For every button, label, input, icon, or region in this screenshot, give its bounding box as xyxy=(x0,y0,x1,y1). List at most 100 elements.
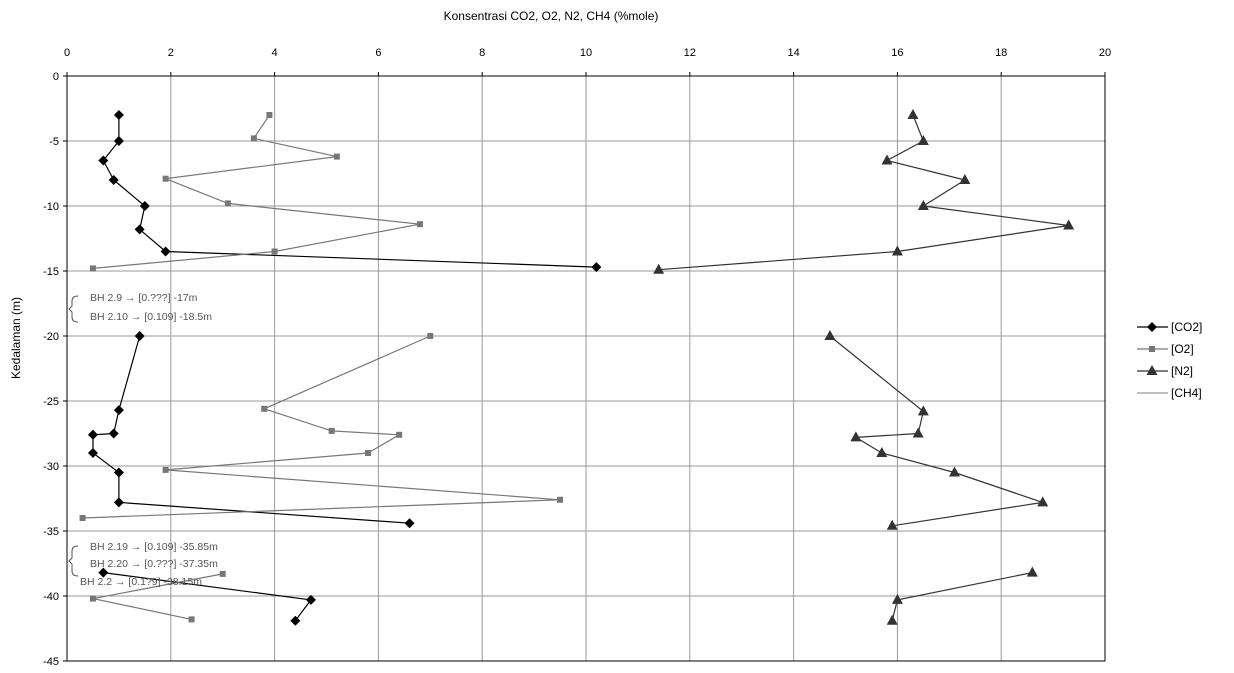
legend-swatch-marker xyxy=(1147,322,1157,332)
data-point xyxy=(224,200,231,207)
data-point xyxy=(959,174,971,184)
x-tick-label: 4 xyxy=(272,47,278,59)
x-tick-label: 10 xyxy=(580,47,592,59)
annotation-label: BH 2.19 → [0.109] -35.85m xyxy=(90,541,218,553)
data-point xyxy=(250,135,257,142)
annotation-label: BH 2.2 → [0.1?9] -38.15m xyxy=(80,576,202,588)
legend-item: [O2] xyxy=(1137,342,1194,356)
data-point xyxy=(912,427,924,438)
y-tick-label: -20 xyxy=(43,331,59,343)
data-point xyxy=(907,109,919,119)
legend-item: [N2] xyxy=(1137,364,1193,378)
legend-swatch-marker xyxy=(1149,346,1155,352)
data-point xyxy=(891,593,903,604)
y-tick-label: -30 xyxy=(43,461,59,473)
legend-swatch-marker xyxy=(1146,365,1158,375)
y-tick-label: -10 xyxy=(43,201,59,213)
data-point xyxy=(79,515,86,521)
data-point xyxy=(162,175,169,182)
data-point xyxy=(917,405,929,416)
data-point xyxy=(89,595,96,602)
data-point xyxy=(271,248,278,255)
series-o2 xyxy=(79,112,564,623)
x-axis-ticks: 0 2 4 6 8 10 12 14 16 18 20 xyxy=(64,47,1111,76)
y-tick-label: 0 xyxy=(53,71,59,83)
y-tick-label: -15 xyxy=(43,266,59,278)
x-tick-label: 2 xyxy=(168,47,174,59)
y-tick-label: -5 xyxy=(49,136,59,148)
y-tick-label: -45 xyxy=(43,656,59,668)
data-point xyxy=(1063,219,1075,230)
x-tick-label: 14 xyxy=(787,47,799,59)
data-point xyxy=(333,153,340,160)
series-line xyxy=(102,115,597,268)
data-point xyxy=(113,110,124,120)
data-point xyxy=(328,427,335,434)
data-point xyxy=(1037,496,1049,507)
data-point xyxy=(87,448,98,458)
legend: [CO2] [O2] [N2] [CH4] xyxy=(1137,320,1202,400)
data-point xyxy=(653,263,665,274)
y-tick-label: -40 xyxy=(43,591,59,603)
data-point xyxy=(886,519,898,530)
data-point xyxy=(591,262,602,273)
data-point xyxy=(948,466,960,477)
data-point xyxy=(162,466,169,473)
data-point xyxy=(261,405,268,412)
x-tick-label: 20 xyxy=(1099,47,1111,59)
chart-title: Konsentrasi CO2, O2, N2, CH4 (%mole) xyxy=(444,9,659,23)
data-point xyxy=(881,154,893,165)
legend-label: [N2] xyxy=(1171,364,1193,378)
series-line xyxy=(891,572,1033,621)
x-tick-label: 18 xyxy=(995,47,1007,59)
legend-item: [CO2] xyxy=(1137,320,1202,334)
series-line xyxy=(92,335,410,524)
annotation-label: BH 2.20 → [0.???] -37.35m xyxy=(90,558,218,570)
data-point xyxy=(108,175,119,185)
y-tick-label: -25 xyxy=(43,396,59,408)
legend-label: [O2] xyxy=(1171,342,1194,356)
data-point xyxy=(98,567,109,578)
data-point xyxy=(108,428,119,439)
data-point xyxy=(134,224,145,235)
data-point xyxy=(89,265,96,272)
legend-label: [CH4] xyxy=(1171,386,1202,400)
x-tick-label: 12 xyxy=(684,47,696,59)
annotation-bracket xyxy=(68,295,79,323)
data-point xyxy=(404,518,415,529)
annotation-bracket xyxy=(68,545,79,577)
data-point xyxy=(219,570,226,577)
series-group xyxy=(79,109,1075,626)
data-point xyxy=(416,221,423,228)
data-point xyxy=(396,431,403,438)
data-point xyxy=(427,333,434,339)
annotations-group: BH 2.9 → [0.???] -17m BH 2.10 → [0.109] -… xyxy=(68,292,218,588)
annotation-label: BH 2.10 → [0.109] -18.5m xyxy=(90,311,212,323)
data-point xyxy=(113,405,124,416)
data-point xyxy=(917,135,929,145)
series-co2 xyxy=(87,110,602,626)
data-point xyxy=(1026,566,1038,577)
annotation-label: BH 2.9 → [0.???] -17m xyxy=(90,292,198,304)
data-point xyxy=(891,245,903,256)
x-tick-label: 16 xyxy=(891,47,903,59)
y-axis-label: Kedalaman (m) xyxy=(9,297,23,379)
x-tick-label: 0 xyxy=(64,47,70,59)
data-point xyxy=(850,431,862,442)
data-point xyxy=(134,331,145,341)
series-n2 xyxy=(653,109,1075,625)
data-point xyxy=(290,615,301,626)
data-point xyxy=(824,330,836,340)
data-point xyxy=(98,155,109,166)
data-point xyxy=(188,616,195,623)
data-point xyxy=(557,496,564,503)
series-line xyxy=(829,335,1043,527)
data-point xyxy=(365,450,372,456)
data-point xyxy=(266,112,273,118)
data-point xyxy=(876,447,888,457)
data-point xyxy=(139,201,150,211)
data-point xyxy=(87,429,98,440)
data-point xyxy=(886,614,898,625)
data-point xyxy=(305,594,316,605)
